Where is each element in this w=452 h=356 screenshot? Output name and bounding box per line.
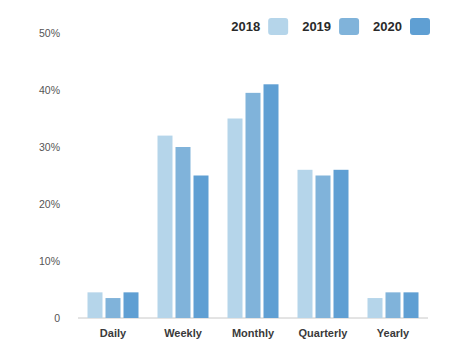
bar <box>106 298 121 318</box>
bar <box>246 93 261 318</box>
bar <box>228 119 243 319</box>
bar <box>368 298 383 318</box>
bar <box>88 292 103 318</box>
legend-swatch <box>268 18 288 35</box>
legend: 2020 2019 2018 <box>231 18 430 35</box>
y-tick-label: 50% <box>39 27 60 39</box>
x-tick-label: Yearly <box>377 327 410 339</box>
y-tick-label: 30% <box>39 141 60 153</box>
y-tick-label: 10% <box>39 255 60 267</box>
legend-label: 2018 <box>231 19 260 34</box>
y-tick-label: 40% <box>39 84 60 96</box>
bar <box>194 176 209 319</box>
bar <box>176 147 191 318</box>
bar <box>404 292 419 318</box>
bar <box>386 292 401 318</box>
bar <box>158 136 173 318</box>
bar <box>124 292 139 318</box>
bar <box>316 176 331 319</box>
legend-label: 2019 <box>302 19 331 34</box>
y-tick-label: 0 <box>54 312 60 324</box>
legend-label: 2020 <box>373 19 402 34</box>
chart: 0 10% 20% 30% 40% 50% Daily Weekly Monthly Quarte… <box>0 0 452 356</box>
y-tick-label: 20% <box>39 198 60 210</box>
legend-swatch <box>410 18 430 35</box>
bars <box>88 84 419 318</box>
legend-swatch <box>339 18 359 35</box>
x-tick-label: Monthly <box>232 327 275 339</box>
bar <box>298 170 313 318</box>
x-tick-label: Weekly <box>164 327 203 339</box>
bar <box>264 84 279 318</box>
x-tick-label: Quarterly <box>299 327 349 339</box>
bar <box>334 170 349 318</box>
x-tick-label: Daily <box>100 327 127 339</box>
